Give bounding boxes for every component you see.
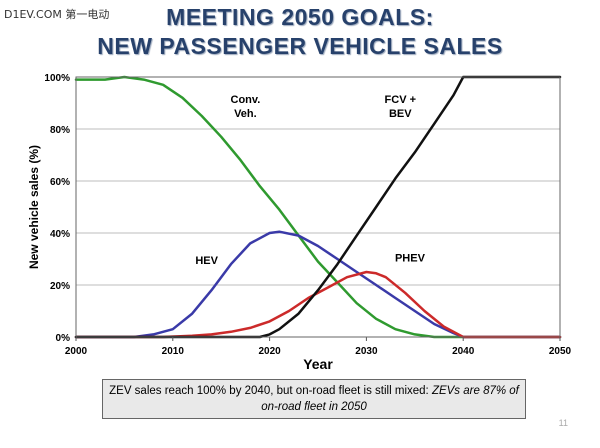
series-annotation: FCV + bbox=[385, 94, 416, 106]
x-tick-label: 2030 bbox=[355, 346, 378, 357]
series-annotation: HEV bbox=[195, 255, 218, 267]
x-tick-label: 2000 bbox=[65, 346, 88, 357]
caption-box: ZEV sales reach 100% by 2040, but on-roa… bbox=[102, 379, 526, 419]
y-tick-label: 40% bbox=[50, 229, 70, 240]
series-line-phev bbox=[74, 270, 562, 339]
x-axis-title: Year bbox=[303, 356, 333, 372]
series-line-fcv-bev bbox=[74, 75, 562, 339]
series-line-conv-veh bbox=[74, 75, 562, 339]
series-annotation: PHEV bbox=[395, 253, 426, 265]
caption-text: ZEV sales reach 100% by 2040, but on-roa… bbox=[109, 385, 432, 397]
chart-title-line2: NEW PASSENGER VEHICLE SALES bbox=[97, 33, 503, 59]
x-tick-label: 2020 bbox=[258, 346, 281, 357]
y-tick-label: 0% bbox=[56, 333, 71, 344]
y-tick-label: 100% bbox=[44, 73, 70, 84]
chart-title-line1: MEETING 2050 GOALS: bbox=[166, 4, 434, 30]
series-line-hev bbox=[74, 230, 562, 339]
caption-italic-text: ZEVs are 87% of on-road fleet in 2050 bbox=[261, 385, 519, 413]
x-tick-label: 2050 bbox=[549, 346, 572, 357]
y-tick-label: 20% bbox=[50, 281, 70, 292]
series-annotation: BEV bbox=[389, 108, 412, 120]
plot-frame bbox=[75, 76, 561, 338]
page-number: 11 bbox=[558, 418, 568, 428]
y-axis-title: New vehicle sales (%) bbox=[27, 145, 41, 269]
y-tick-label: 60% bbox=[50, 177, 70, 188]
x-tick-label: 2010 bbox=[162, 346, 185, 357]
series-annotation: Veh. bbox=[234, 108, 257, 120]
y-tick-label: 80% bbox=[50, 125, 70, 136]
x-tick-label: 2040 bbox=[452, 346, 475, 357]
sales-line-chart: 0% 20% 40% 60% 80% 100% 2000 2010 2020 2030 2040 20… bbox=[27, 73, 572, 372]
series-annotation: Conv. bbox=[231, 94, 261, 106]
watermark: D1EV.COM 第一电动 bbox=[4, 8, 110, 21]
